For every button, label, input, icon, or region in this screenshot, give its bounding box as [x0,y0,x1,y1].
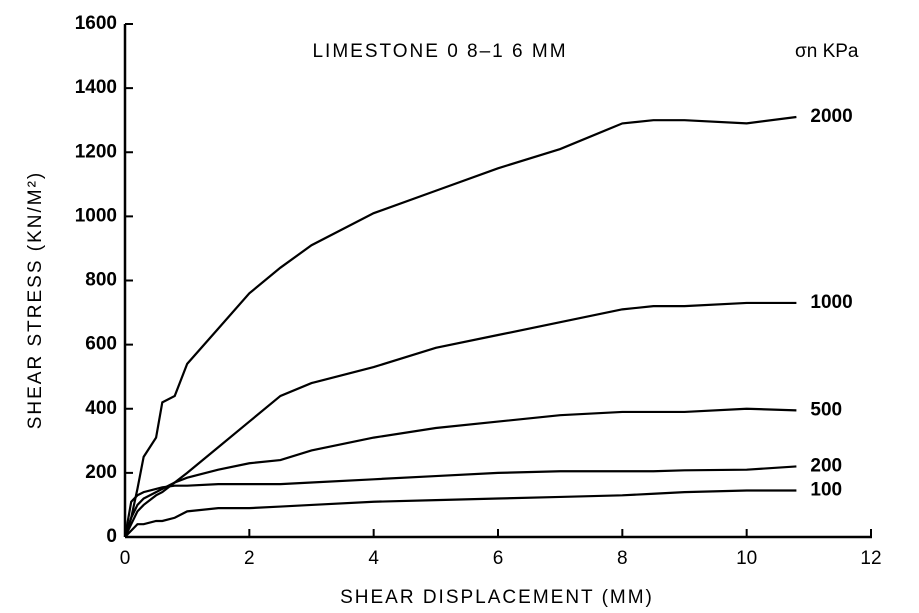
x-axis-label: SHEAR DISPLACEMENT (MM) [340,587,654,608]
y-tick-label: 600 [85,334,117,355]
x-tick-label: 0 [120,548,131,569]
x-tick-label: 2 [244,548,255,569]
x-tick-label: 8 [617,548,628,569]
x-tick-label: 12 [860,548,881,569]
y-tick-label: 1600 [75,13,117,34]
y-tick-label: 0 [106,526,117,547]
series-line [123,465,797,538]
series-label: 500 [810,399,842,420]
x-tick-label: 4 [368,548,379,569]
series-line [123,407,797,538]
series-label: 1000 [810,292,852,313]
series-line [124,301,797,538]
y-axis-label: SHEAR STRESS (KN/M²) [25,171,46,430]
y-tick-label: 400 [85,398,117,419]
y-tick-label: 200 [85,462,117,483]
series-line [124,489,797,538]
y-tick-label: 1400 [75,77,117,98]
x-tick-label: 10 [736,548,757,569]
y-tick-label: 800 [85,270,117,291]
series-line [123,115,797,538]
y-tick-label: 1000 [75,205,117,226]
series-label: 100 [810,480,842,501]
chart-title: LIMESTONE 0 8–1 6 MM [312,41,567,62]
y-tick-label: 1200 [75,141,117,162]
series-label: 200 [810,455,842,476]
series-label: 2000 [810,106,852,127]
x-tick-label: 6 [493,548,504,569]
legend-title: σn KPa [795,41,859,62]
